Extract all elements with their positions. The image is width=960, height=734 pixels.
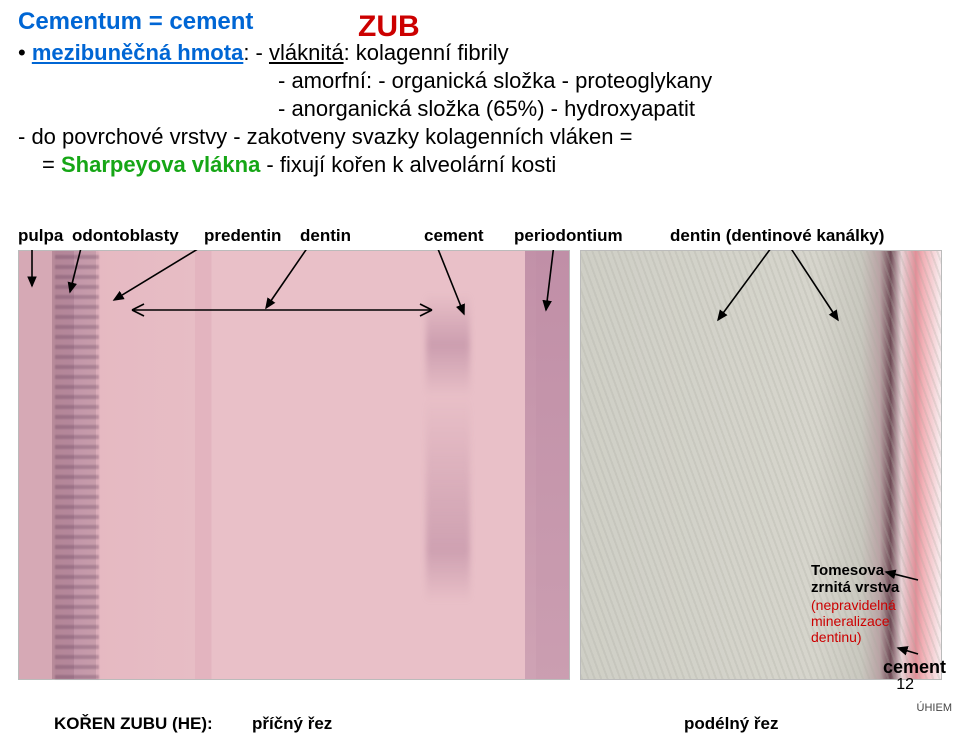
bullet: • — [18, 40, 32, 65]
caption-pricny: příčný řez — [252, 714, 332, 734]
label-cement: cement — [424, 226, 484, 246]
line-amorfni: - amorfní: - organická složka - proteogl… — [278, 68, 938, 94]
label-pulpa: pulpa — [18, 226, 63, 246]
sharp-name: Sharpeyova vlákna — [61, 152, 260, 177]
line-mezibunecna: • mezibuněčná hmota: - vláknitá: kolagen… — [18, 40, 938, 66]
line-do: - do povrchové vrstvy - zakotveny svazky… — [18, 124, 938, 150]
odontoblast-texture — [55, 251, 99, 679]
vlak-prefix: : - — [243, 40, 269, 65]
tomes-l3c: dentinu) — [811, 629, 946, 645]
sharp-eq: = — [42, 152, 61, 177]
label-dentin: dentin — [300, 226, 351, 246]
page-number: 12 — [896, 676, 914, 694]
mezib-label: mezibuněčná hmota — [32, 40, 243, 65]
line-cementum: Cementum = cement — [18, 8, 938, 36]
tomesova-annotation: Tomesova zrnitá vrstva (nepravidelná min… — [811, 562, 946, 645]
vlaknita: vláknitá — [269, 40, 344, 65]
footer-uhiem: ÚHIEM — [917, 702, 952, 714]
sharp-suffix: - fixují kořen k alveolární kosti — [260, 152, 556, 177]
caption-podelny: podélný řez — [684, 714, 778, 734]
figure-left — [18, 250, 570, 680]
tomes-l3a: (nepravidelná — [811, 597, 946, 613]
line-sharpey: = Sharpeyova vlákna - fixují kořen k alv… — [42, 152, 938, 178]
label-periodontium: periodontium — [514, 226, 623, 246]
caption-koren: KOŘEN ZUBU (HE): — [54, 714, 213, 734]
line-anorg: - anorganická složka (65%) - hydroxyapat… — [278, 96, 938, 122]
tomes-l2: zrnitá vrstva — [811, 579, 946, 596]
cementum-label: Cementum = cement — [18, 8, 253, 35]
label-predentin: predentin — [204, 226, 281, 246]
tomes-l1: Tomesova — [811, 562, 946, 579]
label-odontoblasty: odontoblasty — [72, 226, 179, 246]
text-block: ZUB Cementum = cement • mezibuněčná hmot… — [18, 8, 938, 178]
title-zub: ZUB — [358, 10, 420, 44]
cement-annotation: cement — [883, 657, 946, 678]
tomes-l3b: mineralizace — [811, 613, 946, 629]
label-dentin-kanalky: dentin (dentinové kanálky) — [670, 226, 884, 246]
